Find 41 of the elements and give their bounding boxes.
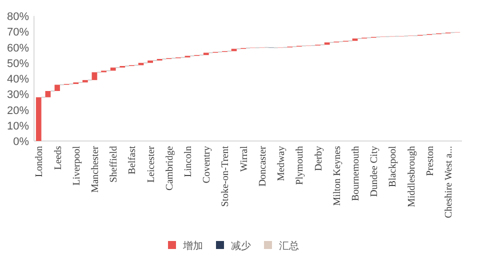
x-tick-label: London [34, 146, 46, 178]
bar [54, 84, 60, 91]
bar [45, 91, 51, 98]
x-tick-label: Dundee City [369, 146, 380, 197]
bar [110, 68, 116, 71]
bar [203, 52, 209, 56]
x-tick-label: Derby [313, 146, 324, 171]
x-tick-label: Leicester [146, 145, 157, 183]
legend-label: 增加 [182, 240, 203, 252]
x-tick-label: Cheshire West a... [444, 146, 455, 218]
x-tick-label: Bournemouth [350, 146, 362, 201]
y-tick-label: 80% [6, 11, 30, 23]
x-tick-label: Belfast [127, 146, 138, 174]
y-tick-label: 40% [6, 74, 30, 86]
y-tick-label: 0% [13, 136, 30, 148]
bar [324, 42, 330, 45]
x-tick-label: Plymouth [294, 146, 306, 185]
legend-label: 减少 [231, 240, 251, 252]
y-tick-label: 10% [6, 120, 30, 132]
bar [36, 97, 42, 141]
x-tick-label: Wirral [238, 146, 250, 172]
x-tick-label: Sheffield [108, 146, 120, 182]
x-tick-label: Lincoln [183, 146, 194, 178]
x-tick-label: Milton Keynes [332, 146, 343, 206]
x-tick-label: Liverpool [71, 146, 82, 186]
x-tick-label: Coventry [202, 146, 213, 184]
y-tick-label: 20% [6, 104, 30, 117]
legend-label: 汇总 [279, 240, 299, 252]
y-tick-label: 30% [6, 89, 30, 102]
x-tick-label: Blackpool [388, 146, 399, 188]
x-tick-label: Manchester [90, 145, 101, 193]
x-tick-label: Leeds [52, 146, 64, 170]
y-tick-label: 70% [6, 26, 30, 39]
y-tick-label: 60% [6, 42, 30, 54]
x-tick-label: Medway [276, 146, 288, 181]
x-tick-label: Stoke-on-Trent [220, 146, 232, 207]
x-tick-label: Preston [424, 146, 436, 176]
y-tick-label: 50% [6, 58, 30, 70]
x-tick-label: Middlesbrough [406, 146, 418, 208]
x-tick-label: Cambridge [164, 145, 176, 190]
x-tick-label: Doncaster [257, 145, 268, 187]
